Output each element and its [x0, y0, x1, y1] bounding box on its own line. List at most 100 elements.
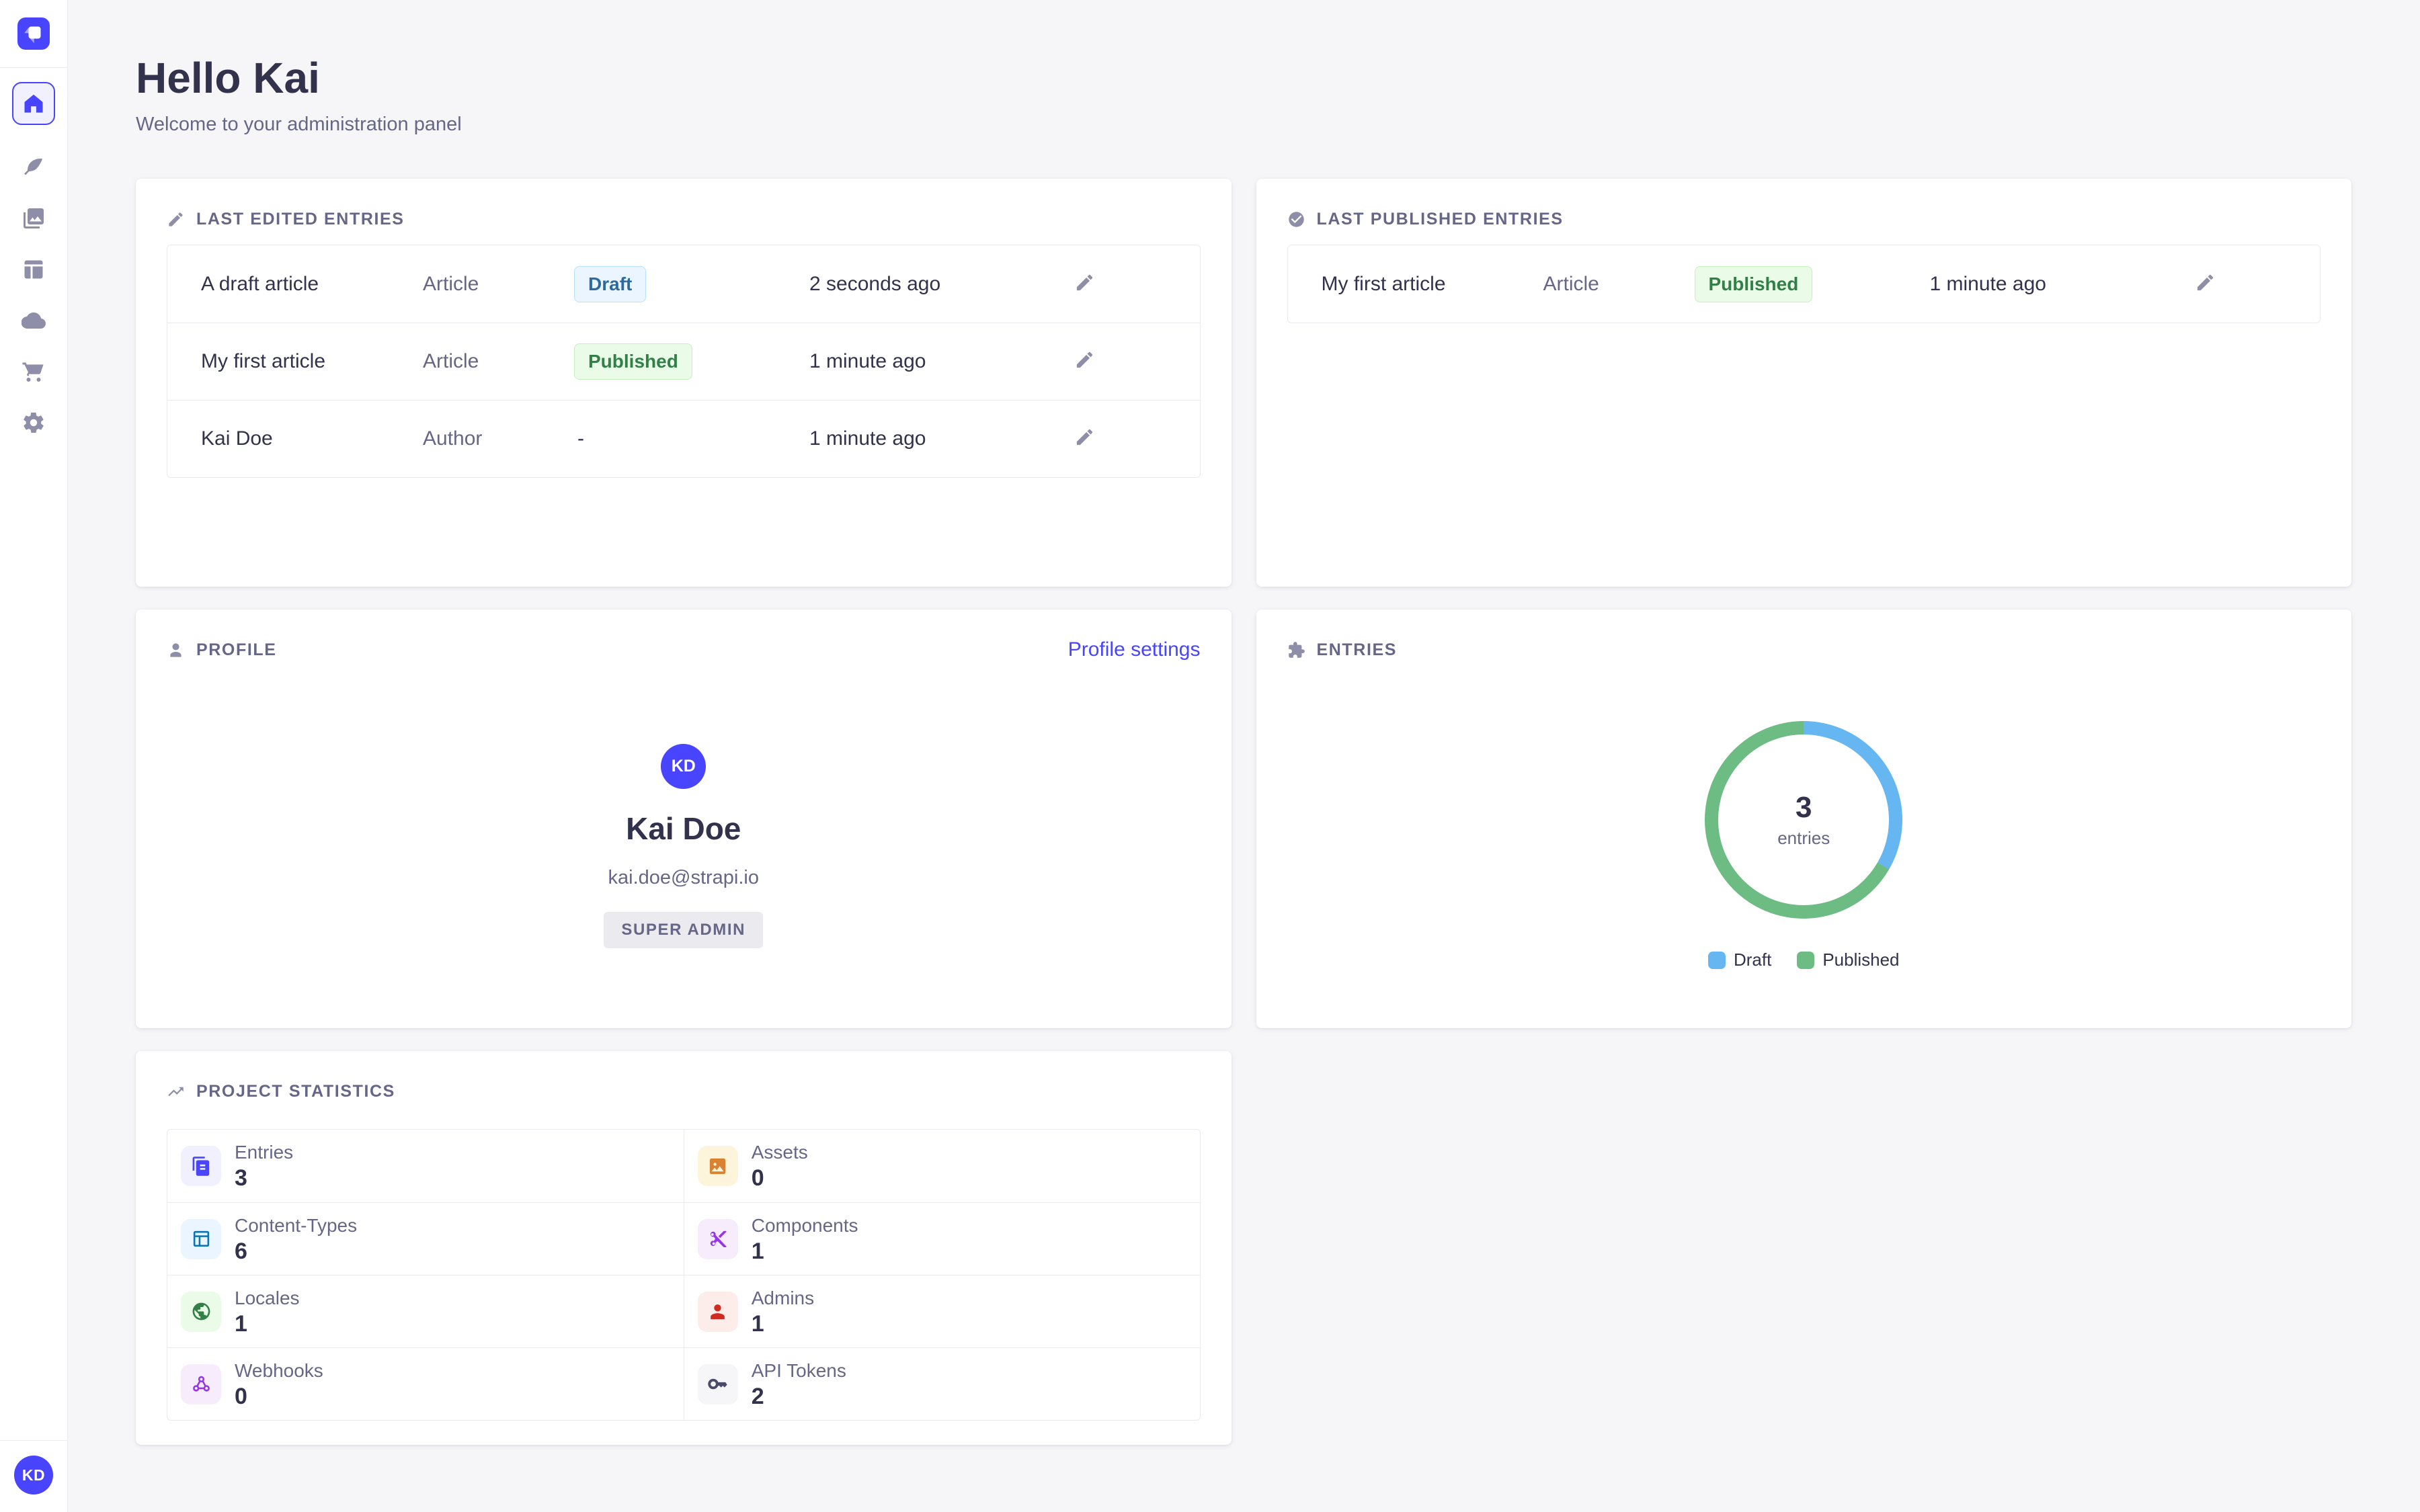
sidebar: KD [0, 0, 68, 1512]
stat-label: Entries [235, 1142, 294, 1163]
stat-item: Assets 0 [683, 1130, 1200, 1202]
home-icon [24, 94, 43, 113]
table-row: My first article Article Published 1 min… [1288, 245, 2321, 323]
table-row: A draft article Article Draft 2 seconds … [167, 245, 1200, 323]
images-icon [24, 208, 44, 228]
entry-type: Article [423, 350, 479, 372]
entries-donut-chart: 3 entries [1705, 721, 1903, 919]
person-icon [711, 1304, 725, 1320]
card-header: LAST PUBLISHED ENTRIES [1287, 207, 2321, 231]
stat-item: Components 1 [683, 1202, 1200, 1275]
image-icon [710, 1158, 726, 1174]
entry-type: Article [423, 272, 479, 295]
entry-updated-time: 2 seconds ago [809, 272, 941, 295]
entry-title: Kai Doe [201, 427, 273, 450]
entry-status-cell: Published [1694, 265, 1930, 302]
stat-text: Components 1 [752, 1214, 858, 1264]
stat-value: 1 [751, 1310, 764, 1337]
stat-value: 0 [235, 1383, 247, 1409]
legend-label: Published [1822, 950, 1900, 970]
card-title: LAST PUBLISHED ENTRIES [1316, 209, 1564, 228]
entries-card: ENTRIES 3 entries Draft Published [1256, 610, 2351, 1028]
status-badge: Published [1694, 265, 1813, 302]
entries-chart-body: 3 entries Draft Published [1287, 662, 2321, 970]
entries-count: 3 [1796, 790, 1812, 824]
entries-count-label: entries [1777, 827, 1830, 848]
sidebar-item-home[interactable] [12, 82, 55, 125]
scissors-icon [711, 1230, 727, 1247]
edit-entry-button[interactable] [1074, 272, 1095, 293]
gear-icon [24, 412, 44, 433]
key-icon [708, 1378, 727, 1390]
card-header: PROJECT STATISTICS [167, 1079, 1201, 1103]
profile-body: KD Kai Doe kai.doe@strapi.io SUPER ADMIN [167, 662, 1201, 948]
webhook-icon [181, 1363, 221, 1404]
card-title: LAST EDITED ENTRIES [196, 209, 405, 228]
stat-item: Entries 3 [167, 1130, 684, 1202]
sidebar-item-media-library[interactable] [12, 200, 55, 237]
entry-title: My first article [1321, 272, 1446, 295]
edit-entry-button[interactable] [1074, 427, 1095, 448]
status-badge: Draft [574, 265, 647, 302]
page-title: Hello Kai [136, 54, 320, 102]
card-header: PROFILE Profile settings [167, 638, 1201, 662]
last-published-table: My first article Article Published 1 min… [1287, 245, 2321, 323]
sidebar-item-content-type-builder[interactable] [12, 251, 55, 288]
stat-item: Webhooks 0 [167, 1347, 684, 1420]
stat-item: Locales 1 [167, 1275, 684, 1347]
legend-label: Draft [1733, 950, 1772, 970]
role-badge: SUPER ADMIN [604, 912, 764, 948]
check-circle-icon [1288, 211, 1304, 227]
user-avatar[interactable]: KD [14, 1456, 53, 1495]
profile-card: PROFILE Profile settings KD Kai Doe kai.… [136, 610, 1232, 1028]
sidebar-item-content-manager[interactable] [12, 149, 55, 185]
main-content: Hello Kai Welcome to your administration… [68, 0, 2420, 1445]
sidebar-item-marketplace[interactable] [12, 353, 55, 390]
sidebar-nav [12, 82, 55, 441]
strapi-logo-icon[interactable] [17, 17, 50, 50]
entry-actions [1074, 349, 1166, 374]
files-icon [192, 1156, 209, 1176]
profile-avatar: KD [661, 744, 707, 789]
chart-legend: Draft Published [1707, 950, 1900, 970]
entry-type: Author [423, 427, 483, 450]
legend-item: Published [1797, 950, 1900, 970]
pencil-icon [1076, 274, 1093, 290]
layout-icon [24, 260, 43, 279]
scissors-icon [697, 1218, 738, 1259]
globe-icon [192, 1302, 210, 1320]
globe-icon [181, 1291, 221, 1332]
stat-text: Assets 0 [752, 1141, 808, 1191]
card-title: PROFILE [196, 640, 277, 659]
stat-value: 1 [751, 1238, 764, 1264]
stat-item: Content-Types 6 [167, 1202, 684, 1275]
stat-label: Content-Types [235, 1214, 358, 1236]
stat-label: Admins [751, 1287, 815, 1308]
stats-table: Entries 3 Assets 0 Content-Types 6 Compo… [167, 1129, 1201, 1421]
sidebar-divider [0, 67, 67, 68]
status-badge: Published [574, 343, 692, 380]
files-icon [181, 1146, 221, 1186]
legend-swatch [1797, 951, 1815, 969]
profile-settings-link[interactable]: Profile settings [1067, 638, 1201, 661]
status-badge: - [577, 427, 584, 450]
legend-item: Draft [1707, 950, 1772, 970]
entry-status-cell: - [574, 420, 809, 458]
trend-up-icon [168, 1087, 184, 1096]
entry-actions [1074, 427, 1166, 451]
legend-swatch [1707, 951, 1726, 969]
entry-actions [2195, 272, 2287, 296]
edit-entry-button[interactable] [1074, 349, 1095, 370]
stat-value: 1 [235, 1310, 247, 1337]
strapi-logo-mark [24, 26, 41, 44]
feather-icon [24, 159, 42, 175]
profile-email: kai.doe@strapi.io [608, 867, 760, 888]
project-statistics-card: PROJECT STATISTICS Entries 3 Assets 0 Co… [136, 1051, 1232, 1445]
sidebar-item-settings[interactable] [12, 405, 55, 441]
key-icon [697, 1363, 738, 1404]
donut-center: 3 entries [1718, 734, 1890, 905]
entry-actions [1074, 272, 1166, 296]
edit-entry-button[interactable] [2195, 272, 2216, 293]
card-header: ENTRIES [1287, 638, 2321, 662]
sidebar-item-deploy[interactable] [12, 302, 55, 339]
